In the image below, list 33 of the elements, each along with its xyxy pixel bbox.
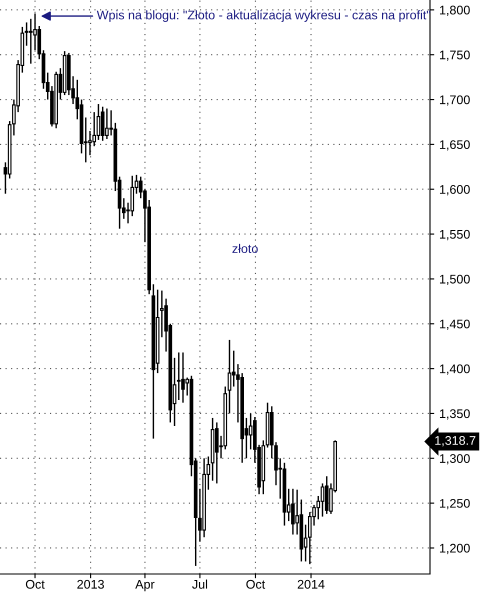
y-tick-label: 1,500 — [440, 274, 470, 286]
candlestick — [320, 482, 324, 518]
text: 1,318.7 — [435, 436, 476, 446]
y-tick-label: 1,800 — [440, 6, 470, 16]
x-tick-label: 2013 — [77, 580, 104, 589]
y-tick-label: 1,550 — [440, 230, 470, 240]
y-tick-label: 1,700 — [440, 95, 470, 106]
candlestick — [291, 488, 295, 536]
x-tick-label: Apr — [135, 580, 154, 592]
y-tick-label: 1,450 — [440, 320, 470, 330]
text: złoto — [232, 244, 258, 254]
y-tick-label: 1,400 — [440, 364, 470, 375]
x-tick-label: Oct — [26, 580, 45, 589]
candlestick — [181, 352, 185, 404]
candlestick — [232, 350, 236, 388]
x-tick-label: Oct — [246, 580, 266, 589]
candlestick — [28, 18, 33, 64]
x-tick-label: 2014 — [298, 580, 325, 589]
y-tick-label: 1,250 — [440, 498, 470, 510]
y-tick-label: 1,600 — [440, 185, 470, 196]
y-tick-label: 1,750 — [440, 50, 470, 61]
x-tick-label: Jul — [192, 580, 208, 589]
candlestick — [248, 412, 252, 450]
candlestick — [100, 106, 104, 142]
y-tick-label: 1,300 — [440, 454, 470, 464]
y-tick-label: 1,200 — [440, 544, 470, 554]
y-tick-label: 1,650 — [440, 140, 470, 151]
candlestick — [176, 352, 181, 401]
candlestick — [308, 511, 312, 565]
candlestick — [214, 422, 219, 484]
y-tick-label: 1,350 — [440, 409, 470, 420]
candlestick — [105, 108, 109, 140]
candlestick — [130, 175, 134, 217]
